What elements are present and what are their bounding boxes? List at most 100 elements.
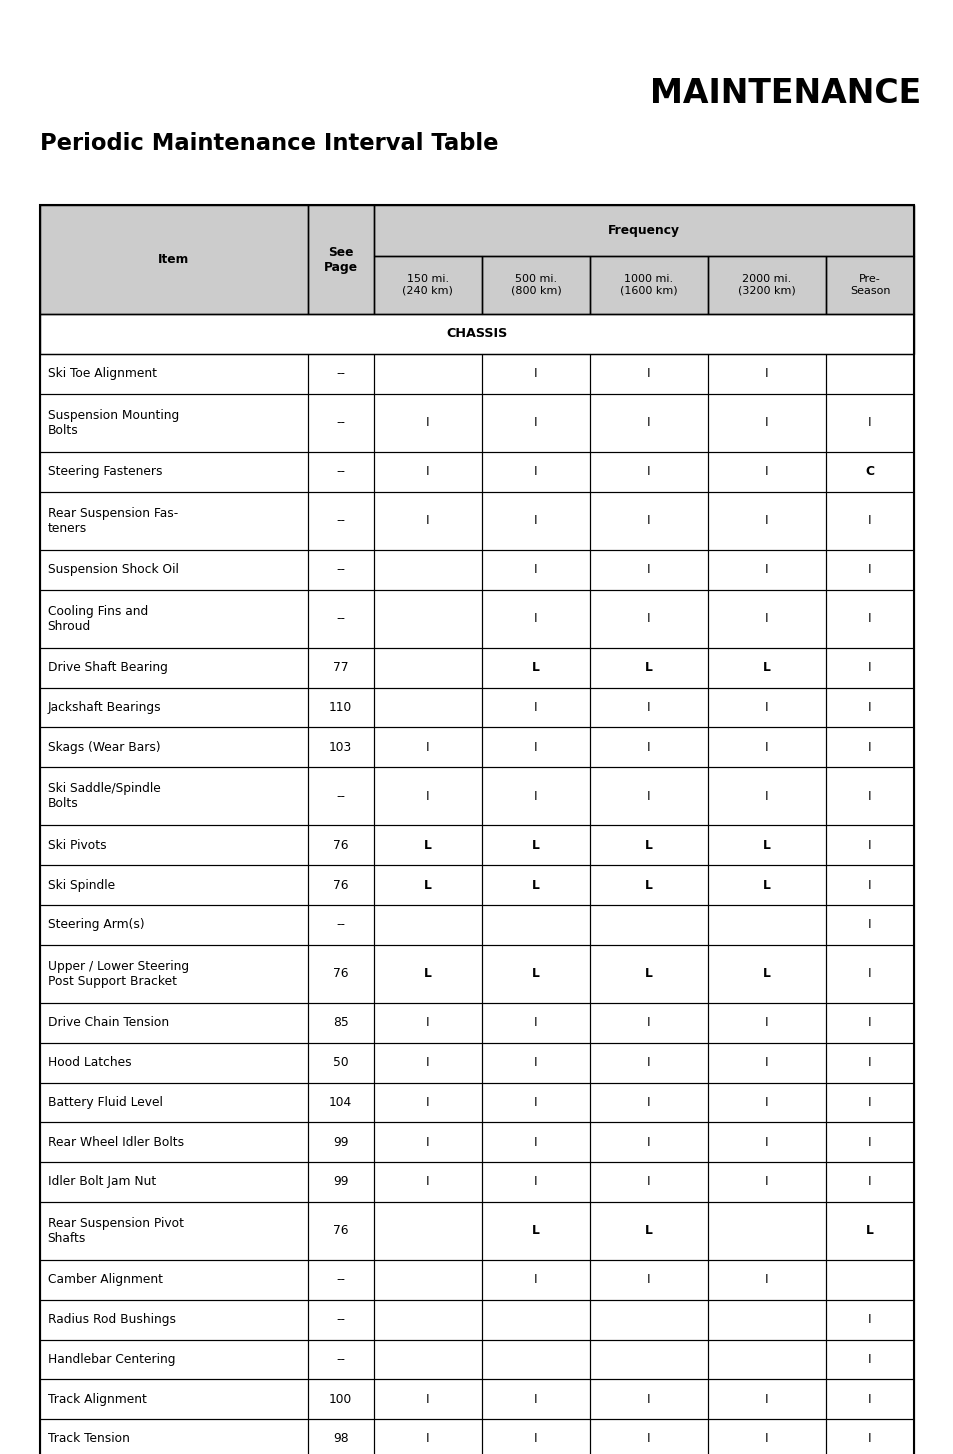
Text: I: I — [426, 1136, 429, 1149]
Bar — [307, 205, 374, 314]
Bar — [40, 1162, 307, 1202]
Text: 100: 100 — [329, 1393, 352, 1406]
Bar — [307, 1003, 374, 1043]
Text: I: I — [764, 1175, 768, 1188]
Text: I: I — [646, 1096, 650, 1109]
Bar — [825, 1083, 913, 1122]
Text: I: I — [534, 1432, 537, 1445]
Text: L: L — [644, 662, 652, 675]
Text: Skags (Wear Bars): Skags (Wear Bars) — [48, 740, 160, 753]
Bar — [40, 688, 307, 727]
Bar — [825, 1339, 913, 1380]
Bar — [481, 1083, 589, 1122]
Text: Ski Toe Alignment: Ski Toe Alignment — [48, 368, 156, 379]
Bar — [481, 394, 589, 452]
Bar — [374, 945, 481, 1003]
Bar — [825, 904, 913, 945]
Bar — [307, 491, 374, 550]
Text: I: I — [764, 1274, 768, 1287]
Text: --: -- — [335, 368, 345, 379]
Text: L: L — [532, 878, 539, 891]
Text: Camber Alignment: Camber Alignment — [48, 1274, 163, 1287]
Text: L: L — [423, 839, 432, 852]
Bar — [481, 768, 589, 826]
Bar — [707, 727, 825, 768]
Text: I: I — [764, 740, 768, 753]
Bar — [589, 590, 707, 648]
Bar — [481, 590, 589, 648]
Bar — [307, 945, 374, 1003]
Bar — [589, 1162, 707, 1202]
Bar — [825, 1380, 913, 1419]
Text: I: I — [867, 790, 871, 803]
Bar — [40, 1043, 307, 1083]
Text: Item: Item — [158, 253, 189, 266]
Bar — [481, 256, 589, 314]
Text: I: I — [534, 368, 537, 379]
Text: L: L — [423, 967, 432, 980]
Bar — [307, 727, 374, 768]
Text: --: -- — [335, 612, 345, 625]
Text: --: -- — [335, 416, 345, 429]
Text: I: I — [426, 1096, 429, 1109]
Bar — [307, 826, 374, 865]
Bar — [589, 1003, 707, 1043]
Bar — [40, 394, 307, 452]
Text: I: I — [867, 1175, 871, 1188]
Bar — [307, 1380, 374, 1419]
Bar — [40, 1339, 307, 1380]
Bar — [307, 1419, 374, 1454]
Text: Rear Wheel Idler Bolts: Rear Wheel Idler Bolts — [48, 1136, 184, 1149]
Bar — [374, 1162, 481, 1202]
Bar — [40, 205, 307, 314]
Bar — [707, 1083, 825, 1122]
Bar — [825, 1419, 913, 1454]
Bar — [481, 1162, 589, 1202]
Bar — [481, 826, 589, 865]
Text: I: I — [764, 416, 768, 429]
Text: CHASSIS: CHASSIS — [446, 327, 507, 340]
Text: I: I — [646, 1136, 650, 1149]
Bar — [40, 550, 307, 590]
Bar — [307, 1043, 374, 1083]
Bar — [707, 394, 825, 452]
Bar — [40, 865, 307, 904]
Bar — [481, 353, 589, 394]
Bar — [481, 727, 589, 768]
Bar — [374, 1122, 481, 1162]
Text: I: I — [426, 790, 429, 803]
Bar — [707, 491, 825, 550]
Text: I: I — [867, 1432, 871, 1445]
Text: I: I — [764, 1056, 768, 1069]
Bar — [307, 205, 374, 314]
Bar — [707, 1380, 825, 1419]
Text: L: L — [644, 1224, 652, 1237]
Bar — [40, 205, 307, 314]
Bar — [825, 550, 913, 590]
Bar — [40, 314, 913, 353]
Text: I: I — [646, 701, 650, 714]
Bar — [40, 768, 307, 826]
Bar — [307, 904, 374, 945]
Bar — [40, 1122, 307, 1162]
Bar — [589, 1380, 707, 1419]
Bar — [374, 1380, 481, 1419]
Text: I: I — [534, 1393, 537, 1406]
Bar — [825, 1202, 913, 1261]
Text: Rear Suspension Pivot
Shafts: Rear Suspension Pivot Shafts — [48, 1217, 184, 1245]
Bar — [374, 727, 481, 768]
Bar — [589, 1419, 707, 1454]
Text: I: I — [867, 1096, 871, 1109]
Text: 150 mi.
(240 km): 150 mi. (240 km) — [402, 273, 453, 295]
Bar — [589, 1202, 707, 1261]
Bar — [825, 826, 913, 865]
Text: I: I — [867, 701, 871, 714]
Text: I: I — [867, 1354, 871, 1365]
Text: 500 mi.
(800 km): 500 mi. (800 km) — [510, 273, 560, 295]
Bar — [481, 1419, 589, 1454]
Bar — [307, 1083, 374, 1122]
Bar — [825, 256, 913, 314]
Text: L: L — [644, 839, 652, 852]
Bar — [374, 1003, 481, 1043]
Text: Ski Spindle: Ski Spindle — [48, 878, 114, 891]
